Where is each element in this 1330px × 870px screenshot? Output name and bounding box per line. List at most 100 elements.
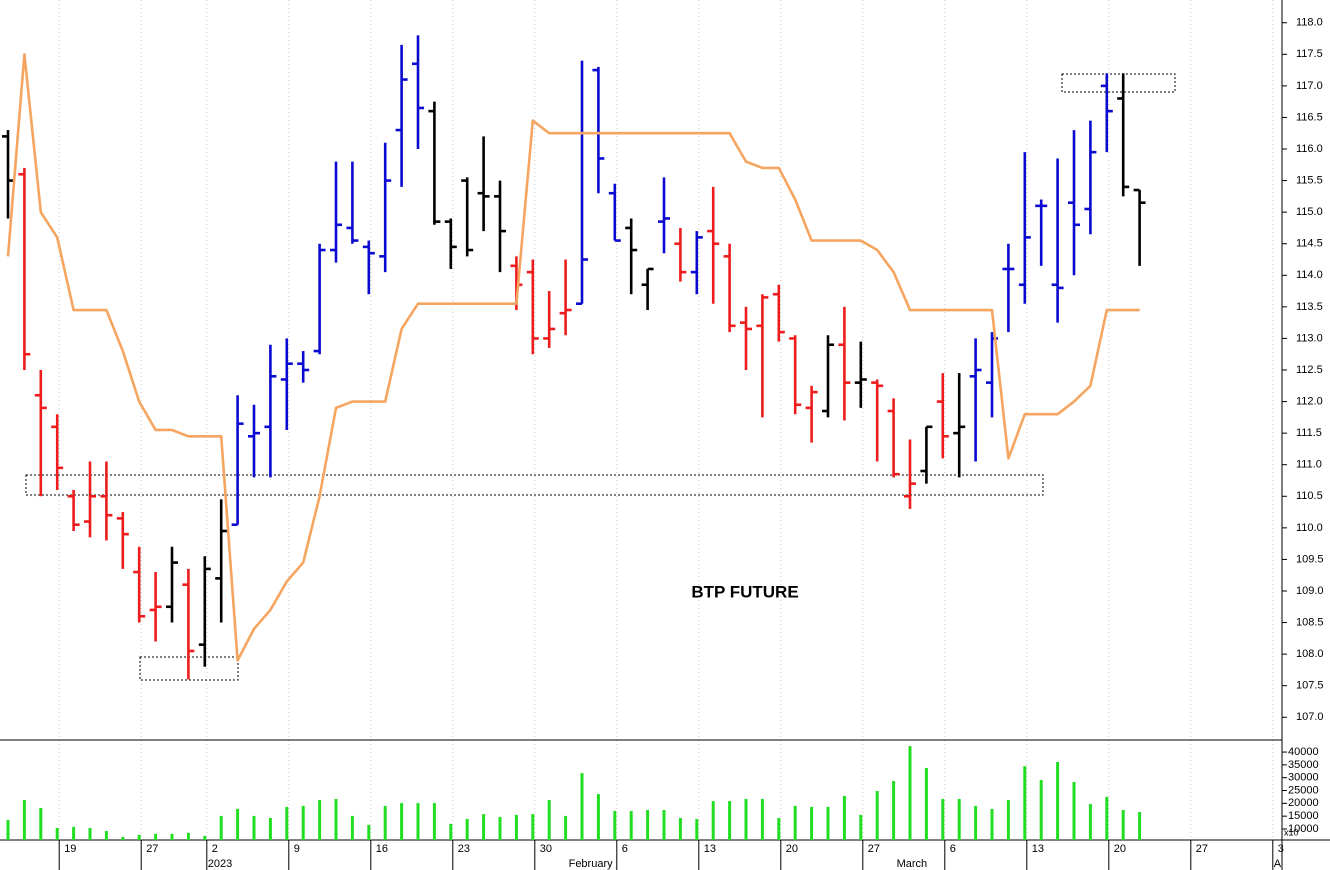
volume-bar	[252, 815, 256, 840]
period-label: February	[569, 858, 614, 870]
y-tick-label: 110.0	[1296, 522, 1323, 534]
period-label: A	[1274, 858, 1282, 870]
volume-bar	[711, 801, 715, 840]
x-tick-label: 13	[704, 843, 716, 855]
annotation-box	[25, 474, 1044, 496]
y-tick-label: 113.5	[1296, 301, 1323, 313]
volume-bar	[810, 806, 814, 840]
y-tick-label: 109.0	[1296, 585, 1324, 597]
volume-bar	[662, 810, 666, 840]
y-tick-label: 108.5	[1296, 616, 1324, 628]
volume-bar	[1006, 800, 1010, 840]
y-tick-label: 40000	[1288, 746, 1319, 758]
volume-bar	[646, 810, 650, 840]
x-tick-label: 16	[376, 843, 388, 855]
volume-bar	[416, 803, 420, 840]
y-tick-label: 116.5	[1296, 111, 1323, 123]
y-tick-label: 115.5	[1296, 174, 1323, 186]
volume-bar	[547, 800, 551, 840]
y-tick-label: 112.0	[1296, 395, 1323, 407]
volume-bar	[678, 817, 682, 840]
y-tick-label: 35000	[1288, 759, 1319, 771]
y-tick-label: 114.0	[1296, 269, 1323, 281]
y-tick-label: 10000	[1288, 823, 1319, 835]
volume-bar	[22, 800, 26, 840]
volume-bar	[842, 795, 846, 840]
volume-bar	[121, 836, 125, 840]
volume-bar	[629, 811, 633, 840]
volume-bar	[39, 807, 43, 840]
volume-bar	[908, 746, 912, 840]
volume-bar	[367, 824, 371, 840]
volume-bar	[613, 811, 617, 840]
y-tick-label: 109.5	[1296, 553, 1324, 565]
y-tick-label: 113.0	[1296, 332, 1323, 344]
volume-bar	[6, 820, 10, 840]
volume-bar	[1039, 780, 1043, 840]
period-label: March	[897, 858, 928, 870]
volume-bar	[859, 814, 863, 840]
x-tick-label: 6	[622, 843, 628, 855]
x-tick-label: 27	[868, 843, 880, 855]
volume-bar	[482, 814, 486, 840]
volume-bar	[1023, 766, 1027, 840]
volume-bar	[72, 826, 76, 840]
x-tick-label: 23	[458, 843, 470, 855]
volume-bar	[104, 831, 108, 840]
y-tick-label: 108.0	[1296, 648, 1324, 660]
y-tick-label: 30000	[1288, 772, 1319, 784]
volume-bar	[186, 832, 190, 840]
y-tick-label: 111.0	[1296, 459, 1322, 471]
volume-bar	[219, 815, 223, 840]
volume-bar	[203, 835, 207, 840]
volume-bar	[695, 818, 699, 840]
x-tick-label: 13	[1032, 843, 1044, 855]
volume-unit: x10	[1284, 827, 1299, 837]
y-tick-label: 15000	[1288, 810, 1319, 822]
grid-layer	[58, 0, 1274, 840]
volume-bar	[941, 798, 945, 840]
volume-bar	[957, 798, 961, 840]
volume-bar	[334, 798, 338, 840]
volume-bar	[580, 773, 584, 840]
x-tick-label: 30	[540, 843, 552, 855]
volume-bar	[318, 800, 322, 840]
volume-bar	[1138, 812, 1142, 840]
volume-bar	[596, 794, 600, 840]
y-tick-label: 114.5	[1296, 238, 1323, 250]
y-tick-label: 116.0	[1296, 143, 1323, 155]
y-tick-label: 117.5	[1296, 48, 1323, 60]
x-tick-label: 6	[950, 843, 956, 855]
y-tick-label: 117.0	[1296, 80, 1323, 92]
volume-bar	[268, 817, 272, 840]
volume-bar	[1056, 762, 1060, 840]
y-tick-label: 110.5	[1296, 490, 1323, 502]
volume-bar	[875, 791, 879, 840]
x-tick-label: 9	[294, 843, 300, 855]
volume-bar	[924, 767, 928, 840]
x-tick-label: 20	[1114, 843, 1126, 855]
y-tick-label: 107.5	[1296, 680, 1324, 692]
indicator-line	[6, 53, 1140, 662]
volume-bar	[137, 834, 141, 840]
volume-bar	[1088, 804, 1092, 840]
y-tick-label: 111.5	[1296, 427, 1322, 439]
volume-bar	[1121, 810, 1125, 840]
y-tick-label: 118.0	[1296, 17, 1323, 29]
volume-bar	[564, 815, 568, 840]
volume-bar	[432, 803, 436, 840]
y-tick-label: 115.0	[1296, 206, 1323, 218]
chart-title: BTP FUTURE	[691, 582, 798, 601]
volume-bar	[465, 818, 469, 840]
volume-bar	[154, 833, 158, 840]
volume-bar	[498, 816, 502, 840]
volume-bar	[236, 808, 240, 840]
volume-bar	[55, 827, 59, 840]
volume-bar	[350, 815, 354, 840]
volume-bar	[449, 823, 453, 840]
volume-bar	[974, 805, 978, 840]
volume-bar	[285, 806, 289, 840]
volume-bar	[531, 814, 535, 840]
